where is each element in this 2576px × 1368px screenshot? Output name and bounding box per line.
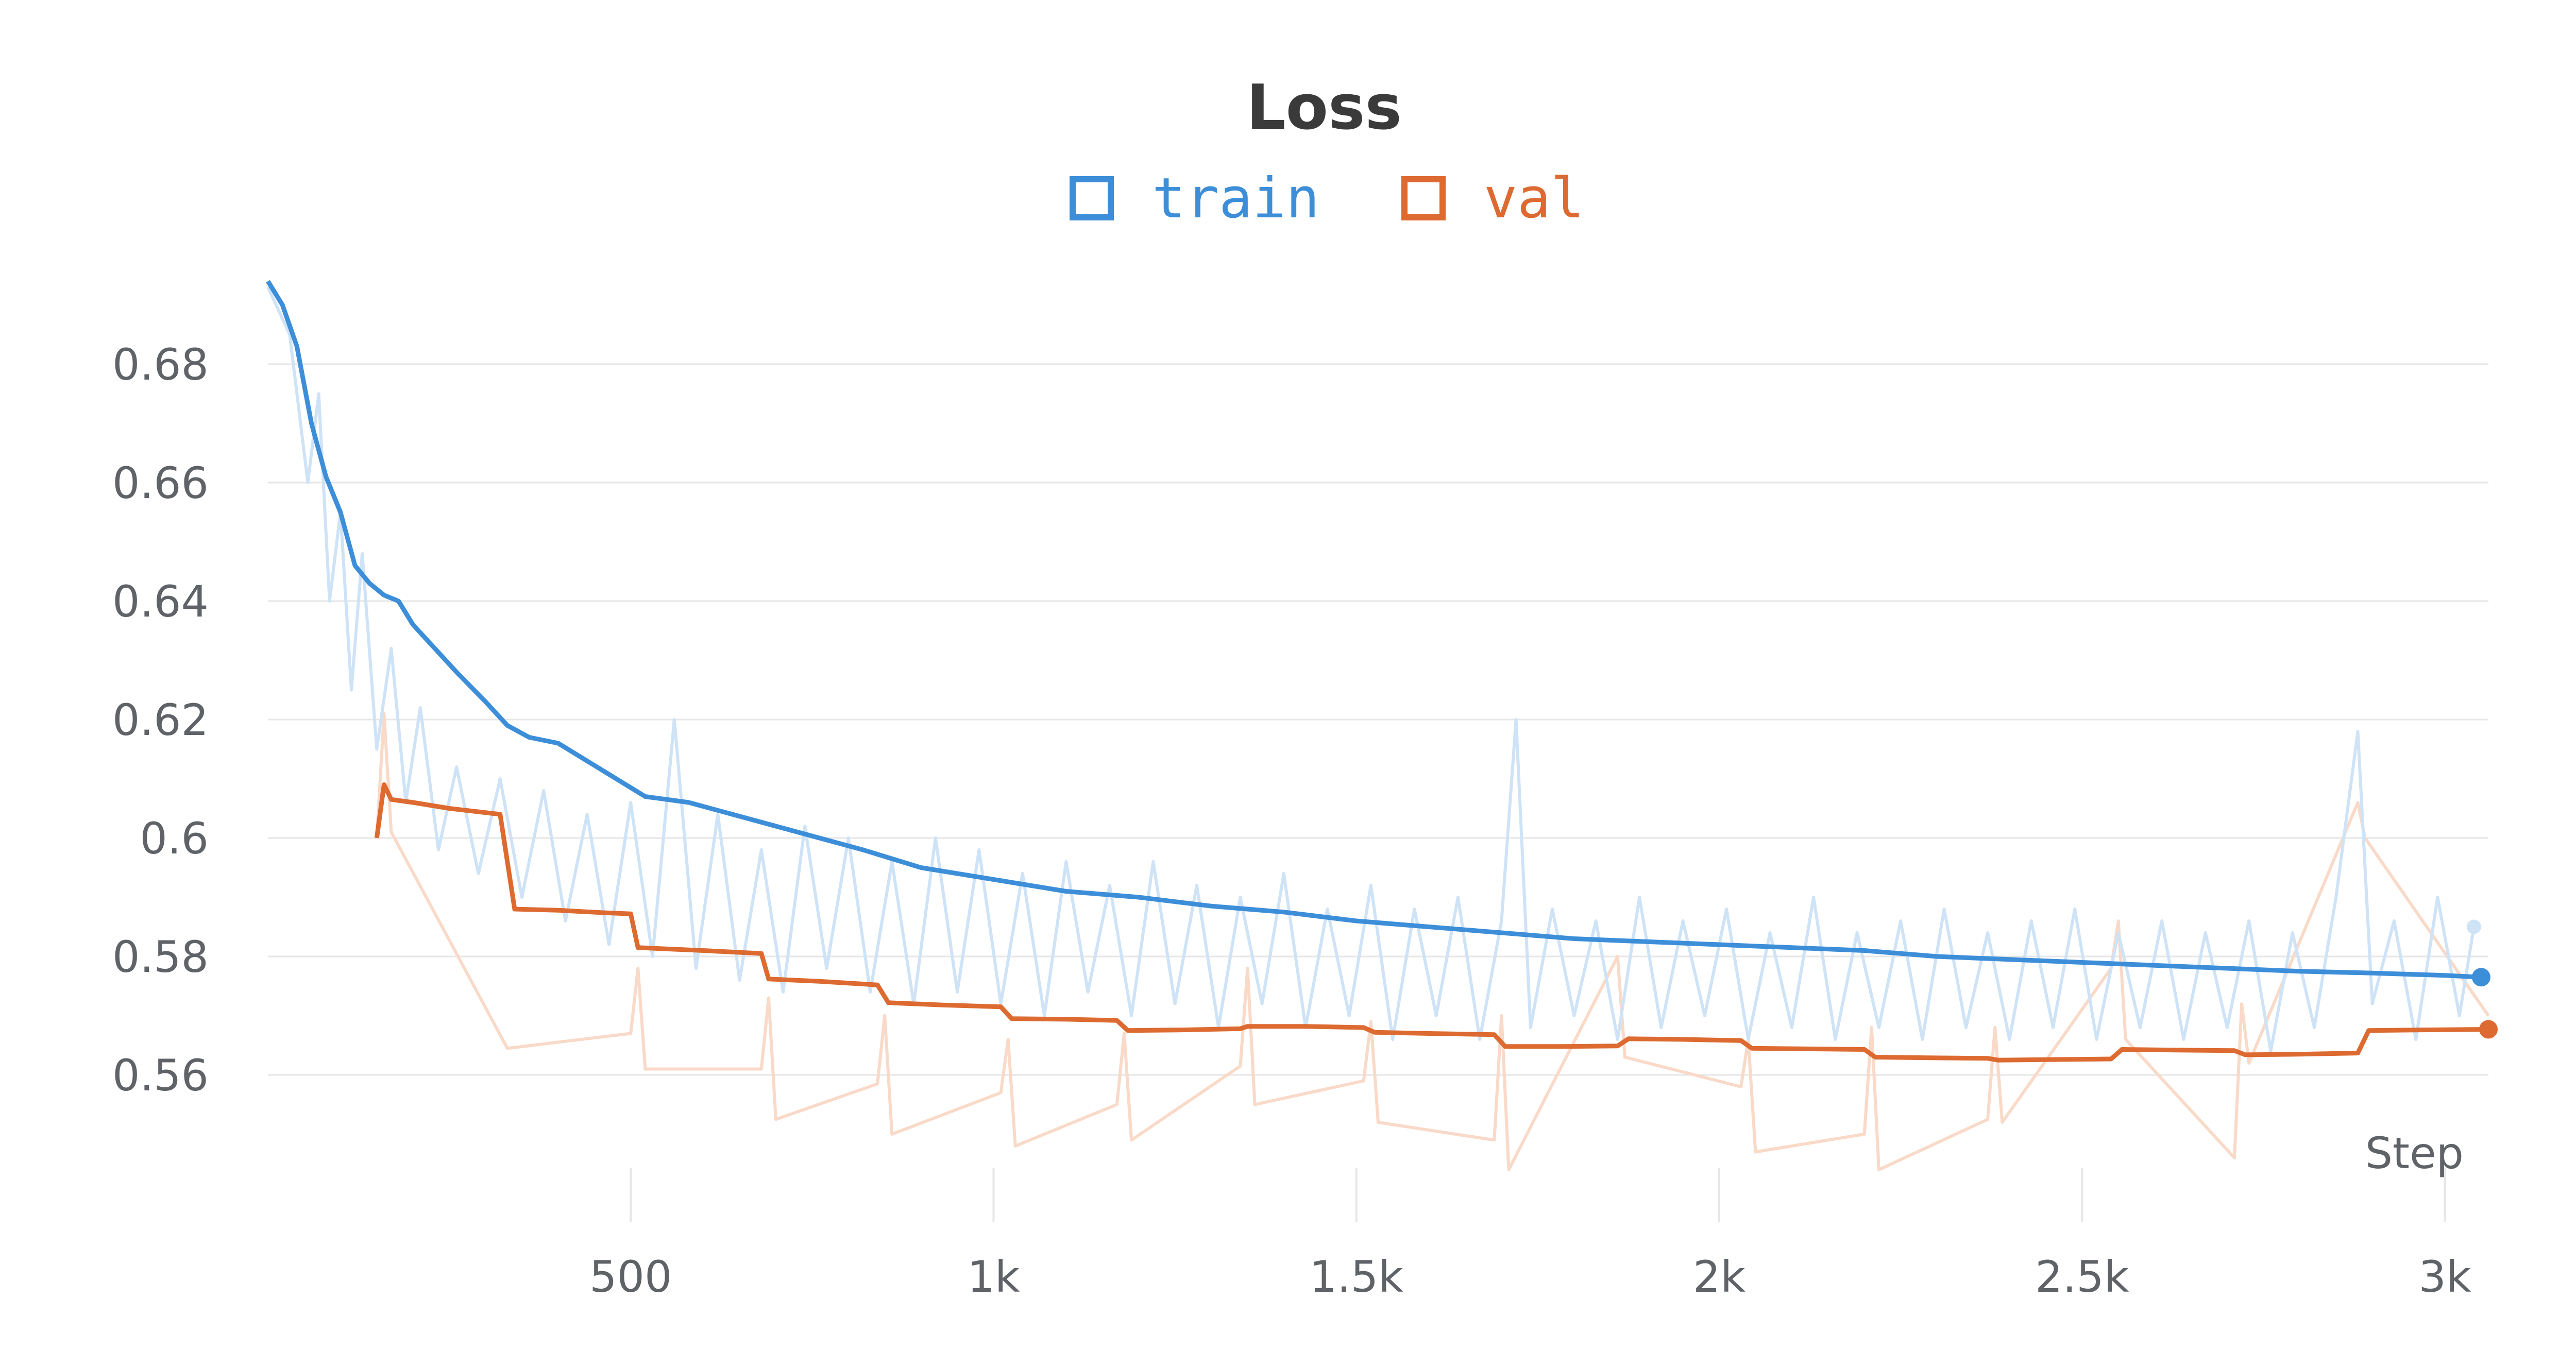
x-tick-label-1: 1k — [967, 1252, 1020, 1302]
val-smoothed-line — [374, 782, 2489, 1063]
chart-title: Loss — [1246, 72, 1402, 144]
x-tick-label-2: 1.5k — [1310, 1252, 1404, 1302]
y-tick-label-2: 0.6 — [140, 813, 209, 864]
legend-train-label: train — [1152, 166, 1319, 231]
val-end-point — [2479, 1020, 2498, 1039]
y-gridlines — [268, 363, 2488, 1076]
x-tick-label-0: 500 — [589, 1252, 672, 1302]
legend-val-swatch — [1401, 176, 1446, 220]
x-axis-ticks — [630, 1168, 2446, 1222]
series-layer — [266, 280, 2498, 1171]
y-tick-label-5: 0.66 — [112, 458, 209, 508]
x-axis-tick-labels: 500 1k 1.5k 2k 2.5k 3k — [589, 1252, 2471, 1302]
train-raw-end-point — [2466, 919, 2481, 934]
x-tick-label-3: 2k — [1693, 1252, 1745, 1302]
legend-item-val[interactable]: val — [1401, 166, 1584, 231]
legend[interactable]: train val — [1070, 166, 1584, 231]
legend-train-swatch — [1070, 176, 1114, 220]
legend-val-label: val — [1484, 166, 1584, 231]
x-axis-label: Step — [2365, 1128, 2464, 1178]
legend-item-train[interactable]: train — [1070, 166, 1319, 231]
y-tick-label-0: 0.56 — [112, 1050, 209, 1101]
x-tick-label-5: 3k — [2418, 1252, 2471, 1302]
y-axis-tick-labels: 0.56 0.58 0.6 0.62 0.64 0.66 0.68 — [112, 339, 209, 1101]
train-smoothed-line — [266, 280, 2482, 980]
train-raw-line — [266, 286, 2476, 1053]
train-end-point — [2471, 968, 2490, 987]
y-tick-label-1: 0.58 — [112, 932, 209, 982]
y-tick-label-6: 0.68 — [112, 339, 209, 390]
x-tick-label-4: 2.5k — [2035, 1252, 2129, 1302]
y-tick-label-3: 0.62 — [112, 695, 209, 745]
y-tick-label-4: 0.64 — [112, 576, 209, 627]
